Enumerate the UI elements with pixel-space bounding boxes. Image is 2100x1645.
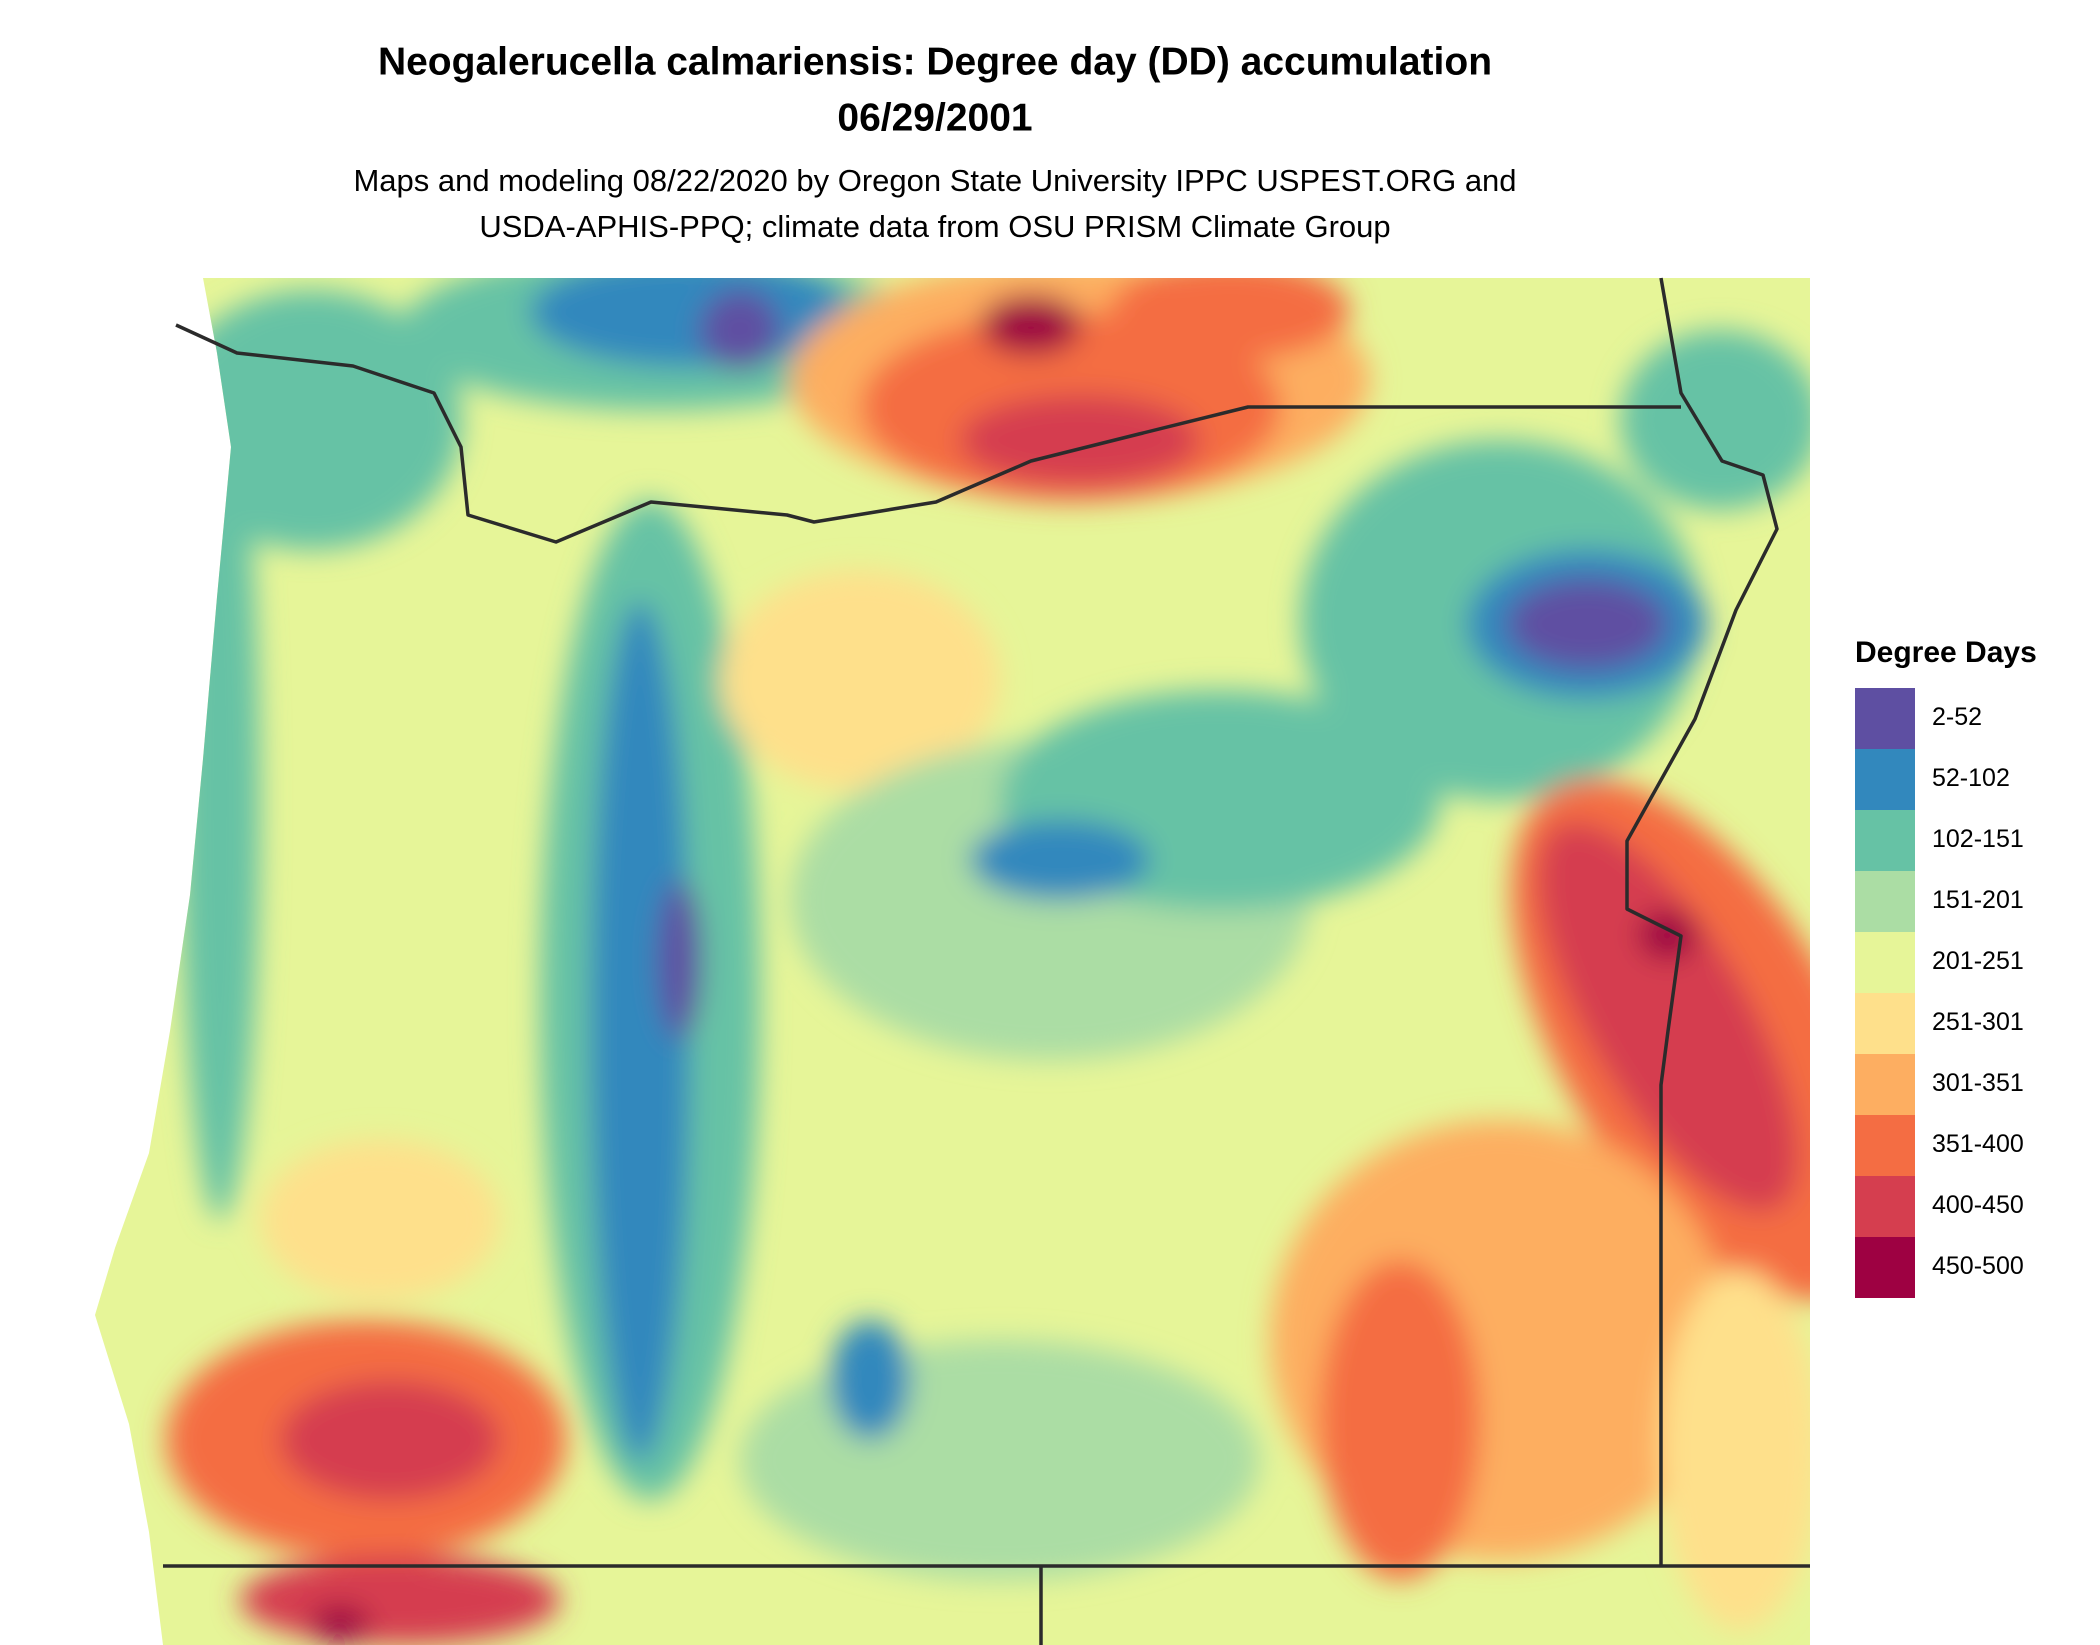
legend-swatch bbox=[1855, 1237, 1915, 1298]
legend-swatch bbox=[1855, 749, 1915, 810]
title: 06/29/2001 bbox=[837, 96, 1032, 139]
subtitle: Maps and modeling 08/22/2020 by Oregon S… bbox=[353, 163, 1516, 198]
legend-label: 102-151 bbox=[1932, 825, 2024, 853]
legend: 2-52 52-102 102-151 151-201 201-251 251-301 30… bbox=[1855, 688, 2024, 1298]
legend-label: 301-351 bbox=[1932, 1069, 2024, 1097]
legend-title: Degree Days bbox=[1855, 636, 2037, 669]
legend-swatch bbox=[1855, 871, 1915, 932]
legend-label: 251-301 bbox=[1932, 1008, 2024, 1036]
legend-label: 151-201 bbox=[1932, 886, 2024, 914]
legend-label: 52-102 bbox=[1932, 764, 2010, 792]
legend-label: 450-500 bbox=[1932, 1252, 2024, 1280]
legend-swatch bbox=[1855, 688, 1915, 749]
legend-swatch bbox=[1855, 1115, 1915, 1176]
legend-swatch bbox=[1855, 1176, 1915, 1237]
title: Neogalerucella calmariensis: Degree day … bbox=[378, 40, 1492, 83]
subtitle: USDA-APHIS-PPQ; climate data from OSU PR… bbox=[479, 209, 1390, 244]
legend-swatch bbox=[1855, 810, 1915, 871]
legend-label: 201-251 bbox=[1932, 947, 2024, 975]
legend-swatch bbox=[1855, 1054, 1915, 1115]
legend-swatch bbox=[1855, 993, 1915, 1054]
map-raster bbox=[95, 278, 1810, 1645]
legend-label: 351-400 bbox=[1932, 1130, 2024, 1158]
legend-label: 400-450 bbox=[1932, 1191, 2024, 1219]
borders bbox=[163, 277, 1810, 1645]
legend-swatch bbox=[1855, 932, 1915, 993]
legend-label: 2-52 bbox=[1932, 703, 1982, 731]
